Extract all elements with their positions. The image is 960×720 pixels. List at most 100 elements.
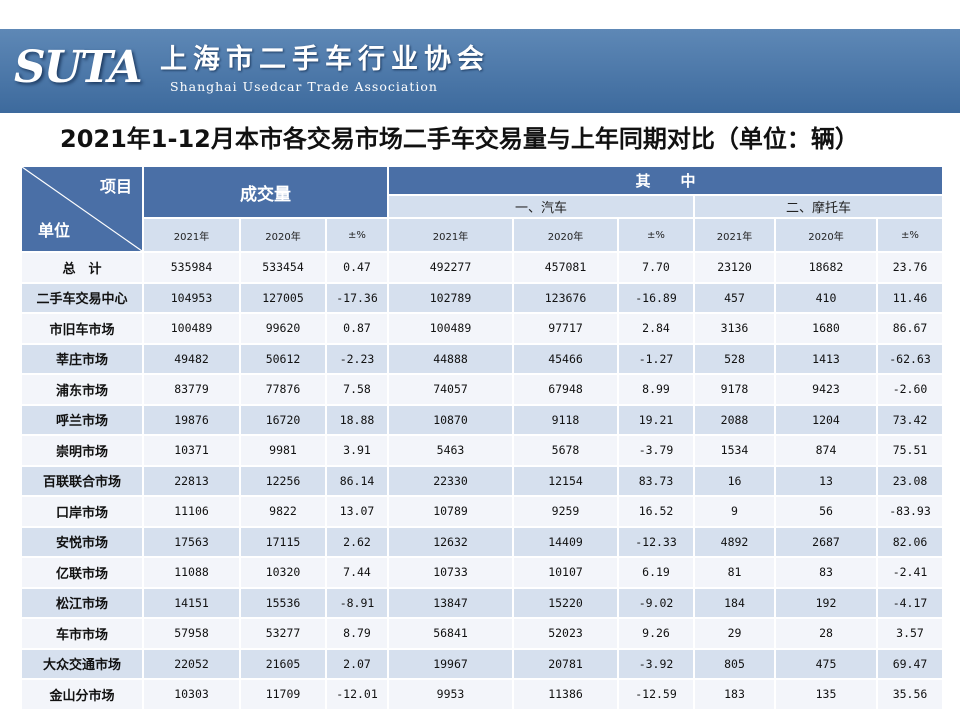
cell-vp: -2.23 [327, 344, 387, 373]
cell-c20: 12154 [514, 466, 617, 495]
cell-m21: 457 [695, 283, 774, 312]
car-group-header: 一、汽车 [389, 196, 693, 218]
cell-vp: -8.91 [327, 588, 387, 617]
cell-v20: 127005 [241, 283, 325, 312]
cell-m20: 13 [776, 466, 876, 495]
cell-v20: 77876 [241, 375, 325, 404]
cell-c21: 44888 [389, 344, 512, 373]
cell-c21: 492277 [389, 253, 512, 282]
cell-c21: 10789 [389, 497, 512, 526]
cell-vp: -12.01 [327, 680, 387, 709]
unit-header: 单位 [38, 221, 71, 240]
table-row: 呼兰市场 19876 16720 18.88 10870 9118 19.21 2088 120… [22, 405, 942, 434]
cell-mp: -4.17 [878, 588, 942, 617]
cell-m21: 16 [695, 466, 774, 495]
cell-cp: -9.02 [619, 588, 693, 617]
suta-logo: SUTA [14, 42, 143, 93]
cell-mp: -62.63 [878, 344, 942, 373]
cell-v21: 19876 [144, 405, 239, 434]
cell-c20: 52023 [514, 619, 617, 648]
cell-cp: 83.73 [619, 466, 693, 495]
cell-c21: 10733 [389, 558, 512, 587]
row-label: 总 计 [22, 253, 142, 282]
association-name-cn: 上海市二手车行业协会 [160, 44, 490, 75]
cell-cp: -3.79 [619, 436, 693, 465]
col-car-pct: ±% [619, 219, 693, 251]
cell-vp: 0.47 [327, 253, 387, 282]
cell-c20: 14409 [514, 527, 617, 556]
cell-v20: 12256 [241, 466, 325, 495]
cell-c21: 102789 [389, 283, 512, 312]
cell-v20: 17115 [241, 527, 325, 556]
row-label: 市旧车市场 [22, 314, 142, 343]
cell-cp: -12.59 [619, 680, 693, 709]
cell-v20: 9981 [241, 436, 325, 465]
cell-m21: 184 [695, 588, 774, 617]
cell-mp: 86.67 [878, 314, 942, 343]
cell-v20: 21605 [241, 649, 325, 678]
cell-c21: 5463 [389, 436, 512, 465]
cell-v20: 50612 [241, 344, 325, 373]
diagonal-divider [22, 167, 142, 251]
cell-cp: 8.99 [619, 375, 693, 404]
table-row: 二手车交易中心 104953 127005 -17.36 102789 123676 -16… [22, 283, 942, 312]
cell-mp: 73.42 [878, 405, 942, 434]
col-moto-2021: 2021年 [695, 219, 774, 251]
cell-mp: 35.56 [878, 680, 942, 709]
cell-m21: 183 [695, 680, 774, 709]
cell-mp: 23.76 [878, 253, 942, 282]
table-row: 安悦市场 17563 17115 2.62 12632 14409 -12.33 4892 26… [22, 527, 942, 556]
cell-cp: 16.52 [619, 497, 693, 526]
cell-m21: 23120 [695, 253, 774, 282]
cell-c21: 12632 [389, 527, 512, 556]
table-row: 金山分市场 10303 11709 -12.01 9953 11386 -12.59 183 1… [22, 680, 942, 709]
cell-v21: 11106 [144, 497, 239, 526]
cell-m20: 18682 [776, 253, 876, 282]
cell-v20: 53277 [241, 619, 325, 648]
cell-vp: 0.87 [327, 314, 387, 343]
cell-v21: 11088 [144, 558, 239, 587]
cell-m20: 475 [776, 649, 876, 678]
table-row: 亿联市场 11088 10320 7.44 10733 10107 6.19 81 83 -2.4… [22, 558, 942, 587]
cell-v21: 22052 [144, 649, 239, 678]
cell-c20: 20781 [514, 649, 617, 678]
cell-v20: 15536 [241, 588, 325, 617]
cell-mp: 11.46 [878, 283, 942, 312]
cell-cp: 19.21 [619, 405, 693, 434]
cell-cp: 9.26 [619, 619, 693, 648]
cell-v20: 99620 [241, 314, 325, 343]
cell-mp: 23.08 [878, 466, 942, 495]
cell-c20: 11386 [514, 680, 617, 709]
cell-m20: 28 [776, 619, 876, 648]
cell-c20: 45466 [514, 344, 617, 373]
cell-v21: 22813 [144, 466, 239, 495]
cell-m20: 9423 [776, 375, 876, 404]
cell-vp: -17.36 [327, 283, 387, 312]
cell-m21: 1534 [695, 436, 774, 465]
cell-v21: 100489 [144, 314, 239, 343]
row-label: 亿联市场 [22, 558, 142, 587]
cell-m20: 1204 [776, 405, 876, 434]
cell-v21: 10371 [144, 436, 239, 465]
table-row: 浦东市场 83779 77876 7.58 74057 67948 8.99 9178 9423… [22, 375, 942, 404]
cell-mp: 82.06 [878, 527, 942, 556]
cell-m20: 410 [776, 283, 876, 312]
cell-cp: 6.19 [619, 558, 693, 587]
cell-v21: 535984 [144, 253, 239, 282]
cell-v21: 14151 [144, 588, 239, 617]
cell-m21: 528 [695, 344, 774, 373]
table-row: 市旧车市场 100489 99620 0.87 100489 97717 2.84 3136 1… [22, 314, 942, 343]
cell-m20: 874 [776, 436, 876, 465]
cell-vp: 86.14 [327, 466, 387, 495]
row-label: 口岸市场 [22, 497, 142, 526]
row-label: 浦东市场 [22, 375, 142, 404]
cell-c21: 100489 [389, 314, 512, 343]
corner-header-cell: 项目 单位 [22, 167, 142, 251]
cell-m21: 4892 [695, 527, 774, 556]
col-volume-2020: 2020年 [241, 219, 325, 251]
cell-c20: 97717 [514, 314, 617, 343]
cell-cp: -3.92 [619, 649, 693, 678]
cell-m20: 192 [776, 588, 876, 617]
cell-cp: 2.84 [619, 314, 693, 343]
cell-c21: 13847 [389, 588, 512, 617]
